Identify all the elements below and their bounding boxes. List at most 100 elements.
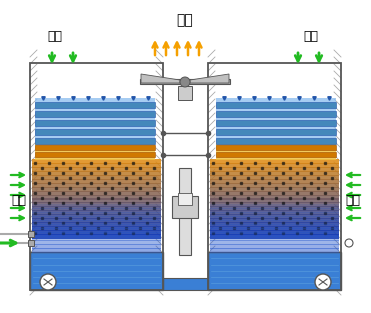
Bar	[172, 196, 198, 218]
Polygon shape	[190, 74, 229, 83]
Bar	[210, 212, 339, 217]
Bar	[210, 198, 339, 203]
Bar	[32, 195, 161, 200]
Bar	[35, 143, 155, 160]
Bar	[32, 179, 161, 184]
Bar	[216, 129, 336, 135]
Bar	[32, 214, 161, 219]
Text: 新风: 新风	[303, 30, 318, 43]
Bar	[32, 208, 161, 213]
Bar	[35, 111, 155, 117]
Bar	[32, 159, 161, 164]
Bar	[216, 152, 336, 157]
Bar	[210, 183, 339, 188]
Bar	[32, 171, 161, 176]
Bar	[32, 163, 161, 168]
Bar	[32, 226, 161, 231]
Bar	[210, 244, 339, 249]
Bar	[140, 79, 230, 84]
Bar	[210, 204, 339, 209]
Bar	[32, 234, 161, 239]
Bar	[210, 191, 339, 196]
Bar	[210, 163, 339, 168]
Bar	[210, 226, 339, 231]
Bar	[210, 187, 339, 192]
Bar	[210, 195, 339, 200]
Bar	[35, 152, 155, 157]
Text: 新风: 新风	[47, 30, 62, 43]
Bar	[210, 220, 339, 225]
Bar	[32, 236, 161, 241]
Bar	[210, 236, 339, 241]
Bar	[32, 187, 161, 192]
Bar	[208, 63, 341, 290]
Bar	[178, 193, 192, 205]
Bar	[32, 210, 161, 215]
Bar	[32, 220, 161, 225]
Circle shape	[180, 77, 190, 87]
Bar	[210, 230, 339, 235]
Bar	[32, 248, 161, 253]
Bar	[32, 175, 161, 180]
Bar	[32, 240, 161, 245]
Bar	[210, 234, 339, 239]
Circle shape	[345, 239, 353, 247]
Bar	[216, 98, 336, 143]
Bar	[32, 198, 161, 203]
Bar	[35, 138, 155, 144]
Text: 新风: 新风	[345, 193, 360, 207]
Text: 热汽: 热汽	[177, 13, 193, 27]
Bar	[32, 244, 161, 249]
Bar	[210, 240, 339, 245]
Bar	[32, 167, 161, 172]
Bar	[210, 214, 339, 219]
Bar	[32, 191, 161, 196]
Bar	[210, 159, 339, 164]
Bar	[210, 202, 339, 207]
Bar	[216, 138, 336, 144]
Bar	[210, 216, 339, 221]
Bar	[35, 145, 155, 150]
Bar	[28, 240, 34, 246]
Bar	[216, 102, 336, 108]
Bar	[210, 232, 339, 237]
Bar	[216, 145, 336, 150]
Bar	[179, 168, 191, 255]
Bar	[35, 102, 155, 108]
Bar	[28, 231, 34, 237]
Bar	[178, 86, 192, 100]
Bar	[32, 204, 161, 209]
Bar	[30, 63, 163, 290]
Circle shape	[315, 274, 331, 290]
Bar	[216, 120, 336, 126]
Bar	[163, 278, 208, 290]
Bar	[32, 222, 161, 227]
Bar	[216, 111, 336, 117]
Bar	[210, 175, 339, 180]
Bar	[210, 224, 339, 229]
Bar	[32, 224, 161, 229]
Bar	[210, 218, 339, 223]
Bar	[210, 179, 339, 184]
Circle shape	[40, 274, 56, 290]
Bar	[210, 208, 339, 213]
Bar	[35, 98, 155, 143]
Bar	[210, 171, 339, 176]
Bar	[210, 228, 339, 233]
Bar	[208, 252, 341, 290]
Bar	[32, 206, 161, 211]
Bar	[210, 206, 339, 211]
Bar	[32, 212, 161, 217]
Bar	[32, 216, 161, 221]
Bar	[32, 202, 161, 207]
Bar	[210, 222, 339, 227]
Polygon shape	[141, 74, 180, 83]
Bar	[32, 228, 161, 233]
Bar	[30, 252, 163, 290]
Bar	[216, 143, 336, 160]
Bar	[210, 167, 339, 172]
Bar	[210, 210, 339, 215]
Bar	[32, 183, 161, 188]
Bar	[210, 248, 339, 253]
Bar	[32, 232, 161, 237]
